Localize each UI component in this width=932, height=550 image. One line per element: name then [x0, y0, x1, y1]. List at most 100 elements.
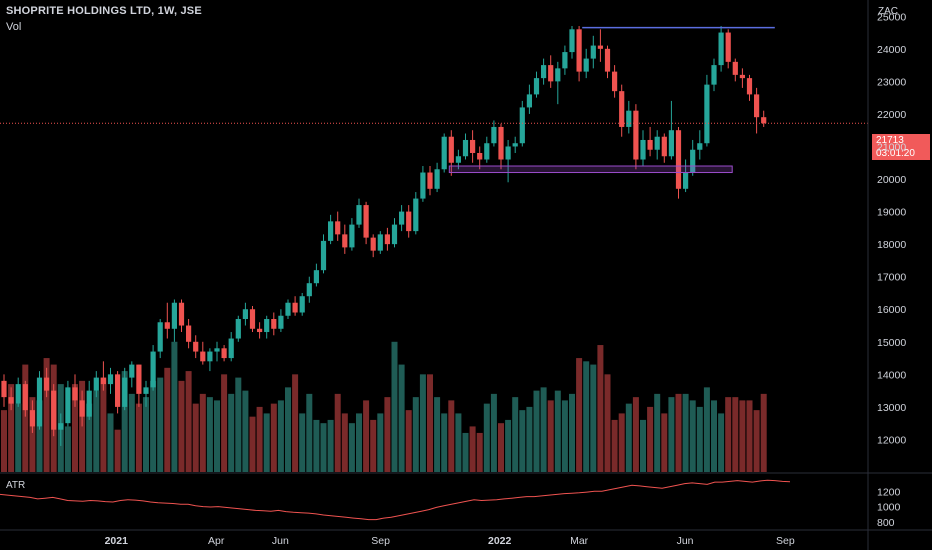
candle-body	[86, 390, 92, 417]
candle-body	[477, 152, 483, 160]
candle-body	[377, 234, 383, 251]
candle-body	[292, 302, 298, 313]
time-tick-label: 2021	[105, 535, 129, 547]
volume-bar	[448, 400, 455, 472]
volume-bar	[647, 406, 654, 472]
time-tick-label: Mar	[570, 535, 589, 547]
volume-bar	[249, 416, 256, 472]
volume-bar	[228, 393, 235, 472]
volume-bar	[356, 413, 362, 472]
key-levels	[0, 26, 868, 174]
volume-bar	[43, 358, 50, 472]
time-tick-label: Jun	[677, 535, 694, 547]
volume-bar	[753, 410, 760, 472]
candle-body	[441, 136, 447, 170]
candle-body	[462, 139, 469, 157]
candle-body	[420, 172, 426, 199]
volume-bar	[171, 341, 178, 472]
volume-bar	[576, 358, 583, 472]
candle-body	[675, 130, 682, 189]
volume-bar	[547, 400, 554, 472]
volume-bar	[214, 400, 220, 472]
volume-bar	[632, 397, 639, 472]
candle-body	[22, 384, 28, 411]
volume-bar	[72, 384, 78, 472]
volume-bar	[370, 419, 377, 472]
candle-body	[65, 387, 71, 424]
candle-body	[100, 377, 106, 385]
candle-body	[264, 319, 270, 333]
candle-body	[647, 139, 653, 150]
volume-bar	[561, 400, 568, 472]
candle-body	[633, 110, 639, 160]
candle-body	[349, 224, 355, 248]
volume-bar	[725, 397, 732, 472]
volume-bar	[625, 403, 632, 472]
volume-legend-label: Vol	[6, 21, 22, 33]
price-tick-label: 20000	[877, 174, 906, 186]
candle-body	[519, 107, 525, 144]
support-zone	[448, 165, 733, 174]
candle-body	[115, 374, 121, 407]
candle-body	[604, 48, 611, 72]
volume-bar	[8, 384, 15, 472]
volume-bar	[114, 429, 121, 472]
volume-bar	[469, 426, 476, 472]
candle-body	[427, 172, 433, 189]
volume-bar	[185, 371, 192, 472]
atr-tick-label: 800	[877, 517, 895, 529]
volume-bar	[640, 419, 646, 472]
candle-body	[448, 136, 454, 163]
volume-bar	[15, 403, 22, 472]
candle-body	[51, 390, 57, 430]
price-tick-label: 14000	[877, 369, 906, 381]
candle-body	[306, 283, 312, 297]
candle-body	[505, 146, 511, 160]
volume-bar	[583, 361, 590, 472]
volume-bar	[143, 397, 149, 472]
volume-bar	[661, 413, 668, 472]
atr-line	[0, 479, 791, 521]
volume-bar	[455, 413, 462, 472]
volume-bar	[107, 413, 114, 472]
volume-bar	[519, 410, 526, 472]
candle-body	[413, 198, 419, 232]
price-tick-label: 12000	[877, 434, 906, 446]
candle-body	[576, 29, 582, 72]
volume-bar	[462, 432, 469, 472]
candle-body	[399, 211, 405, 225]
volume-bar	[512, 397, 519, 472]
volume-bar	[412, 397, 419, 472]
candle-body	[58, 423, 64, 430]
volume-bar	[270, 403, 277, 472]
volume-bar	[377, 413, 384, 472]
candle-body	[363, 205, 369, 238]
volume-bar	[711, 400, 717, 472]
volume-bar	[682, 393, 689, 472]
candle-body	[200, 351, 206, 362]
candle-body	[335, 221, 341, 235]
candle-body	[597, 45, 603, 49]
volume-bar	[696, 406, 703, 472]
candle-body	[619, 91, 625, 127]
volume-bar	[348, 423, 355, 472]
volume-bar	[618, 413, 625, 472]
volume-bar	[703, 387, 710, 472]
candle-body	[136, 364, 142, 394]
candle-body	[484, 143, 490, 160]
price-tick-label: 16000	[877, 304, 906, 316]
candle-body	[107, 374, 114, 385]
candle-body	[498, 126, 504, 160]
time-tick-label: Apr	[208, 535, 225, 547]
candle-body	[555, 68, 561, 82]
volume-bar	[363, 400, 370, 472]
candle-body	[661, 136, 667, 157]
price-tick-label: 17000	[877, 272, 906, 284]
volume-bar	[121, 371, 128, 472]
bar-countdown: 03:01:20	[876, 148, 915, 159]
volume-bar	[498, 423, 504, 472]
volume-bar	[277, 400, 284, 472]
volume-bar	[206, 397, 213, 472]
